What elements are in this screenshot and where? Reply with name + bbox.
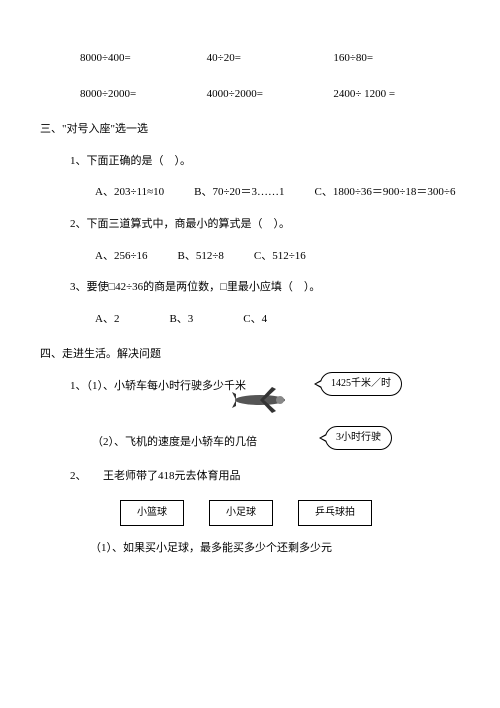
eq-1-1: 8000÷400= bbox=[80, 50, 207, 68]
eq-1-2: 40÷20= bbox=[207, 50, 334, 68]
eq-2-1: 8000÷2000= bbox=[80, 86, 207, 104]
q1-opt-b: B、70÷20＝3……1 bbox=[194, 184, 284, 202]
q3-opt-a: A、2 bbox=[95, 311, 119, 329]
p2-text: 2、 王老师带了418元去体育用品 bbox=[70, 468, 460, 486]
box-pingpong: 乒乓球拍 bbox=[298, 500, 372, 526]
q2-opt-a: A、256÷16 bbox=[95, 248, 147, 266]
box-football: 小足球 bbox=[209, 500, 273, 526]
section3-title: 三、"对号入座"选一选 bbox=[40, 121, 460, 139]
p2-sub-text: （1）、如果买小足球，最多能买多少个还剩多少元 bbox=[90, 540, 460, 558]
p1b-text: （2）、飞机的速度是小轿车的几倍 bbox=[92, 434, 257, 452]
q3-text: 3、要使□42÷36的商是两位数，□里最小应填（ ）。 bbox=[70, 279, 460, 297]
q1-opt-a: A、203÷11≈10 bbox=[95, 184, 164, 202]
q2-opt-c: C、512÷16 bbox=[254, 248, 306, 266]
q3-opt-c: C、4 bbox=[243, 311, 267, 329]
airplane-icon bbox=[230, 386, 290, 414]
q1-opt-c: C、1800÷36＝900÷18＝300÷6 bbox=[315, 184, 456, 202]
speech-bubble-2: 3小时行驶 bbox=[325, 426, 392, 450]
box-basketball: 小篮球 bbox=[120, 500, 184, 526]
speech-bubble-1: 1425千米／时 bbox=[320, 372, 402, 396]
section4-title: 四、走进生活。解决问题 bbox=[40, 346, 460, 364]
eq-1-3: 160÷80= bbox=[333, 50, 460, 68]
q3-opt-b: B、3 bbox=[169, 311, 193, 329]
eq-2-3: 2400÷ 1200 = bbox=[333, 86, 460, 104]
q2-opt-b: B、512÷8 bbox=[177, 248, 223, 266]
q2-text: 2、下面三道算式中，商最小的算式是（ ）。 bbox=[70, 216, 460, 234]
q1-text: 1、下面正确的是（ ）。 bbox=[70, 153, 460, 171]
eq-2-2: 4000÷2000= bbox=[207, 86, 334, 104]
